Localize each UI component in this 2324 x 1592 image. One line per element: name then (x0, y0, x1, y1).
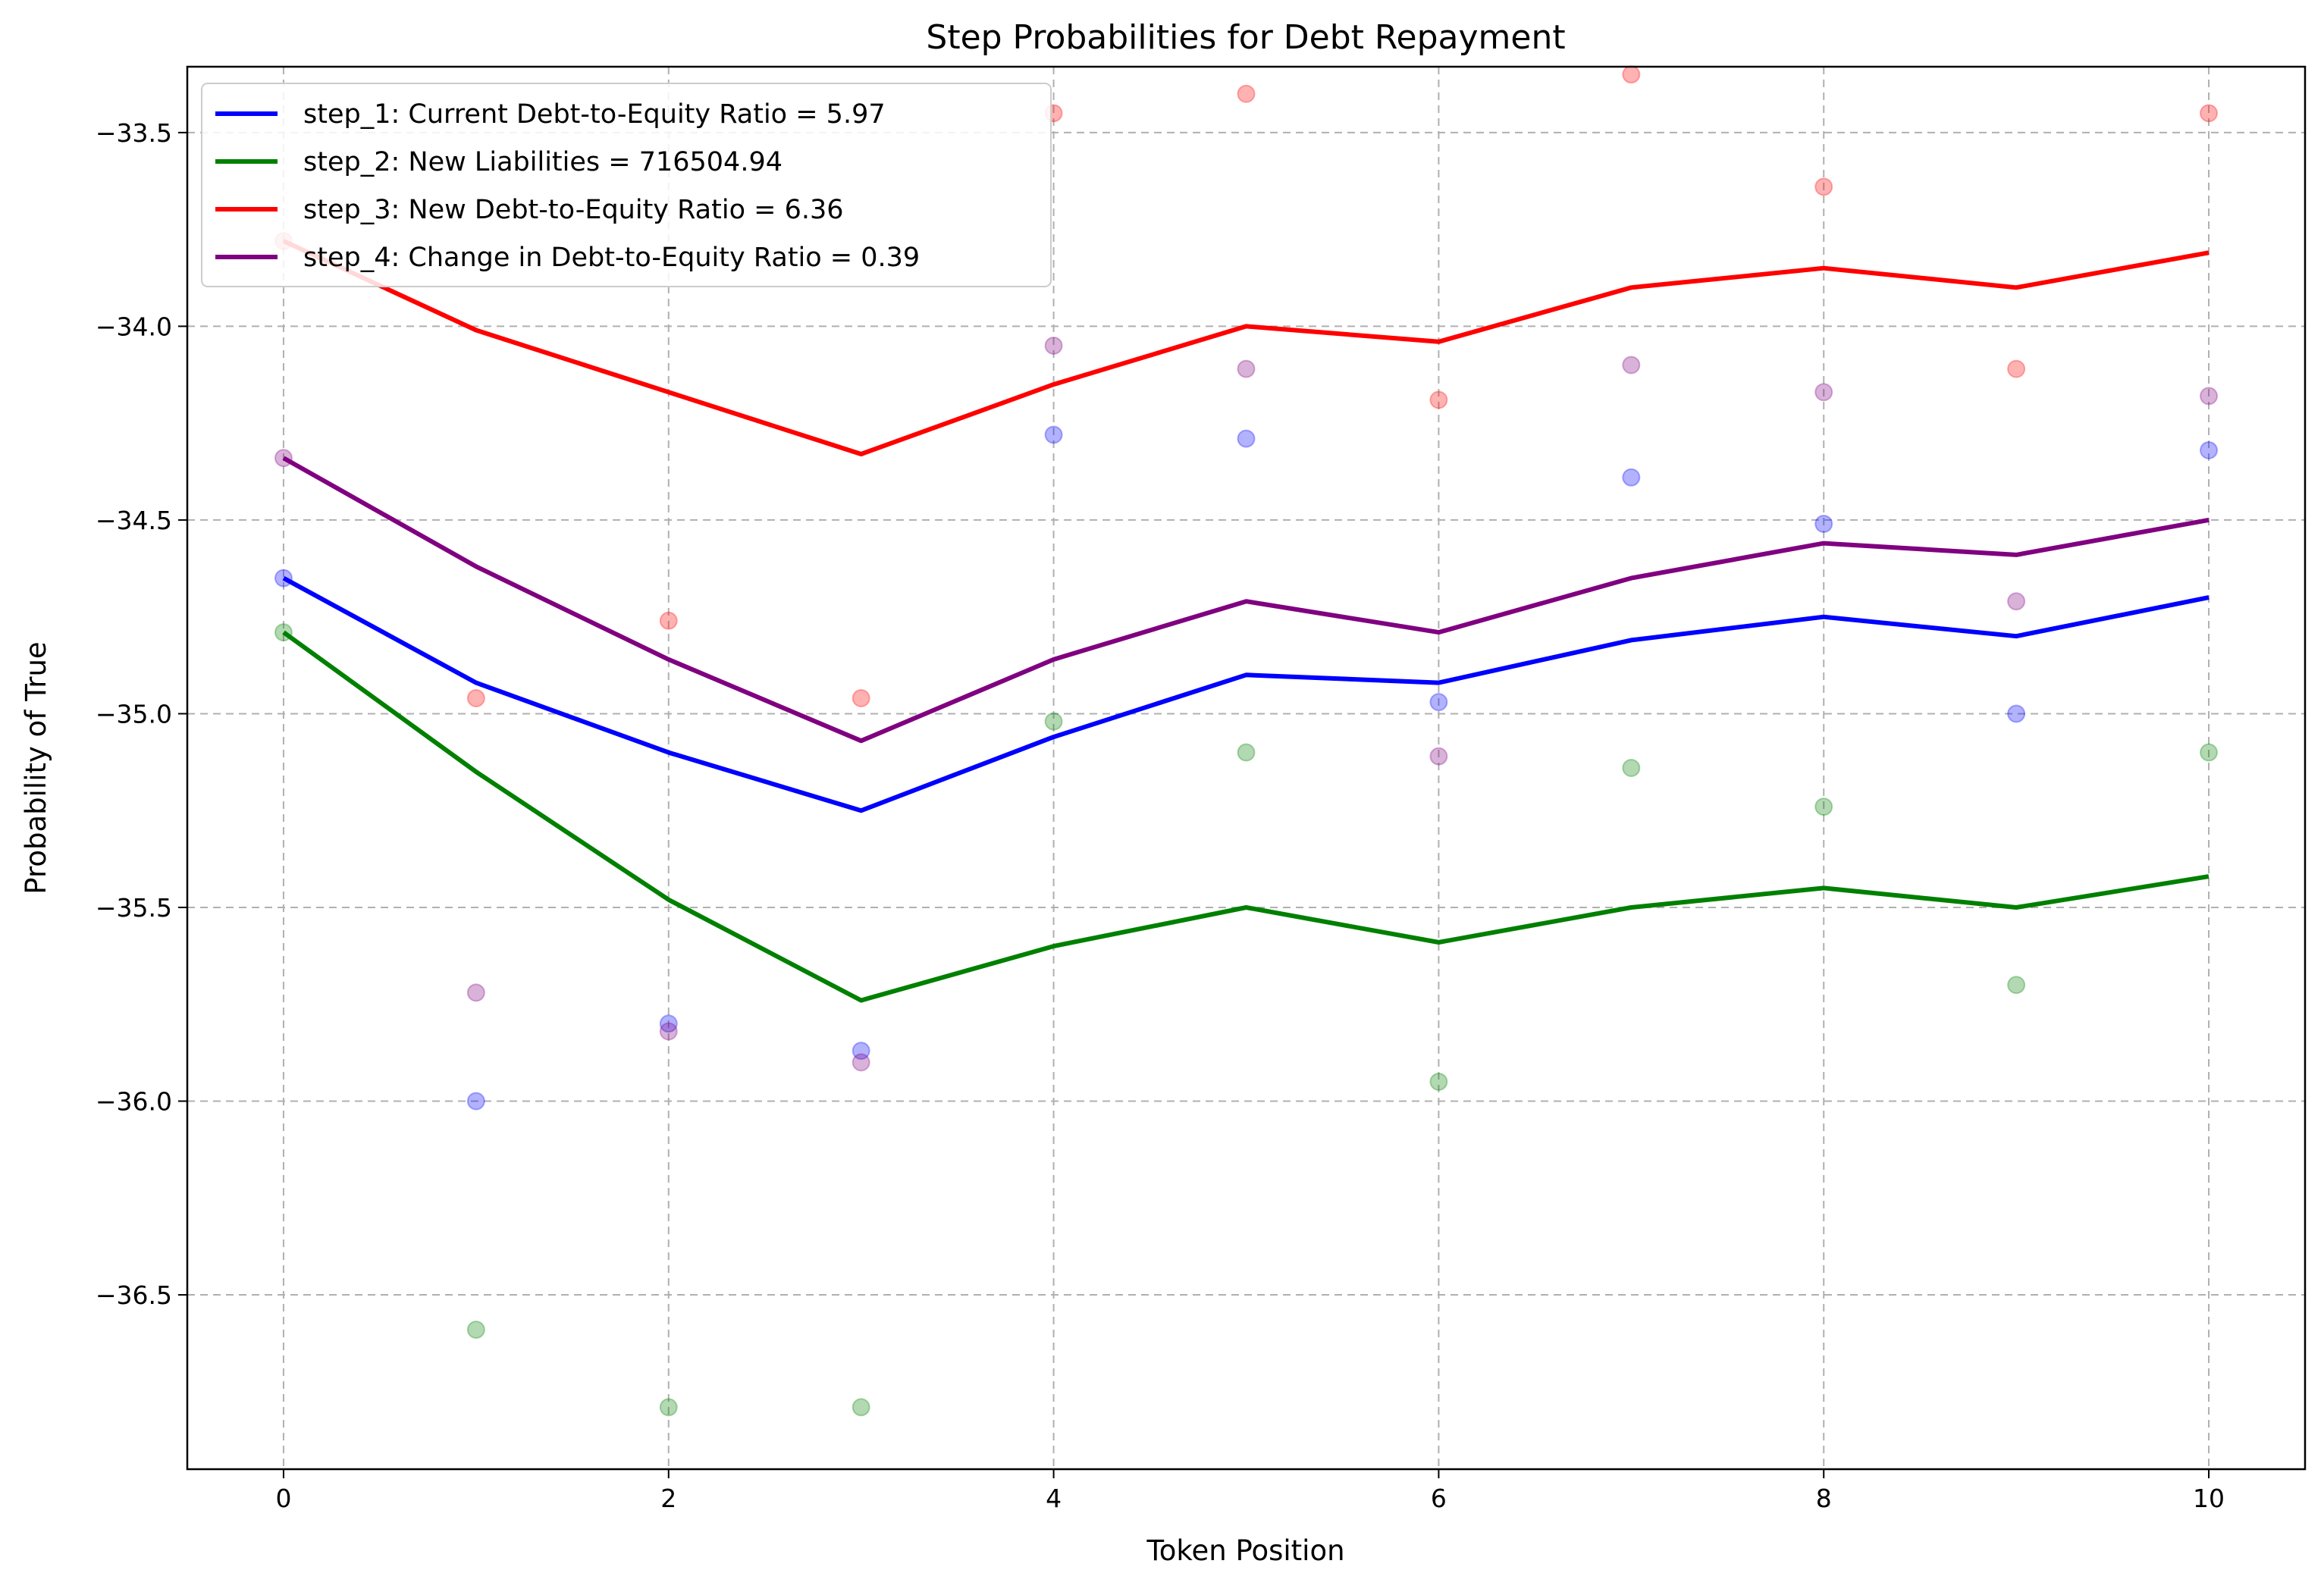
series-3-point (1429, 390, 1448, 409)
x-tick-label: 8 (1816, 1484, 1832, 1513)
series-2-line (282, 630, 2210, 1003)
y-tick-label: −34.5 (96, 506, 172, 535)
y-axis-label: Probability of True (20, 641, 52, 894)
series-1-point (2200, 440, 2219, 459)
series-1-point (2007, 704, 2026, 723)
series-1-point (466, 1092, 485, 1111)
series-1-point (1622, 468, 1641, 487)
axis-ticks: 0 2 4 6 8 10 −36.5 −36.0 −35.5 −35.0 −34.5 −34.0 −33… (96, 118, 2225, 1513)
legend-entry: step_1: Current Debt-to-Equity Ratio = 5… (303, 99, 886, 130)
x-tick-label: 2 (660, 1484, 676, 1513)
series-1-point (659, 1014, 678, 1033)
series-3-point (852, 689, 870, 708)
series-3-point (1237, 84, 1256, 103)
y-tick-label: −33.5 (96, 118, 172, 148)
series-4-line (282, 456, 2210, 744)
legend-entry: step_4: Change in Debt-to-Equity Ratio =… (303, 243, 920, 273)
x-axis-label: Token Position (1146, 1534, 1344, 1567)
series-2-point (2200, 743, 2219, 762)
series-2-point (852, 1398, 870, 1417)
series-4-point (274, 449, 293, 468)
legend: step_1: Current Debt-to-Equity Ratio = 5… (201, 83, 1052, 287)
series-4-point (1237, 359, 1256, 378)
series-3-line (282, 239, 2210, 456)
series-3-point (659, 611, 678, 630)
x-tick-label: 10 (2193, 1484, 2225, 1513)
series-2-point (466, 1321, 485, 1340)
series-1-point (1237, 429, 1256, 448)
series-2-point (1814, 798, 1833, 816)
y-tick-label: −34.0 (96, 312, 172, 341)
series-3-point (2007, 359, 2026, 378)
legend-box (201, 83, 1052, 287)
series-2-point (1237, 743, 1256, 762)
series-4-point (1622, 356, 1641, 374)
series-3-point (1622, 65, 1641, 84)
series-2-point (1429, 1072, 1448, 1091)
x-tick-label: 4 (1046, 1484, 1062, 1513)
series-3-point (1814, 177, 1833, 196)
series-4-point (2200, 387, 2219, 406)
series-4-point (1814, 383, 1833, 402)
series-3-point (2200, 104, 2219, 123)
series-1-point (852, 1042, 870, 1061)
series-2-point (274, 623, 293, 642)
y-tick-label: −35.5 (96, 893, 172, 923)
y-tick-label: −36.5 (96, 1280, 172, 1310)
y-tick-label: −35.0 (96, 699, 172, 729)
series-1-point (1814, 515, 1833, 534)
series-4-point (852, 1053, 870, 1072)
series-1-point (1044, 425, 1063, 444)
series-4-point (1044, 336, 1063, 355)
plot-frame (186, 65, 2307, 1471)
y-tick-label: −36.0 (96, 1087, 172, 1117)
legend-entry: step_2: New Liabilities = 716504.94 (303, 147, 783, 177)
series-2-point (659, 1398, 678, 1417)
series-2-point (1044, 712, 1063, 731)
series-4-point (1429, 747, 1448, 766)
series-1-point (274, 569, 293, 588)
series-4-point (466, 983, 485, 1002)
series-1-point (1429, 693, 1448, 712)
series-lines (282, 239, 2210, 1003)
series-2-point (1622, 759, 1641, 777)
x-tick-label: 6 (1431, 1484, 1447, 1513)
series-2-point (2007, 976, 2026, 995)
series-4-point (659, 1022, 678, 1041)
legend-entry: step_3: New Debt-to-Equity Ratio = 6.36 (303, 195, 844, 225)
chart-title: Step Probabilities for Debt Repayment (926, 18, 1565, 57)
series-4-point (2007, 592, 2026, 611)
x-tick-label: 0 (275, 1484, 291, 1513)
series-1-line (282, 575, 2210, 813)
series-3-point (466, 689, 485, 708)
